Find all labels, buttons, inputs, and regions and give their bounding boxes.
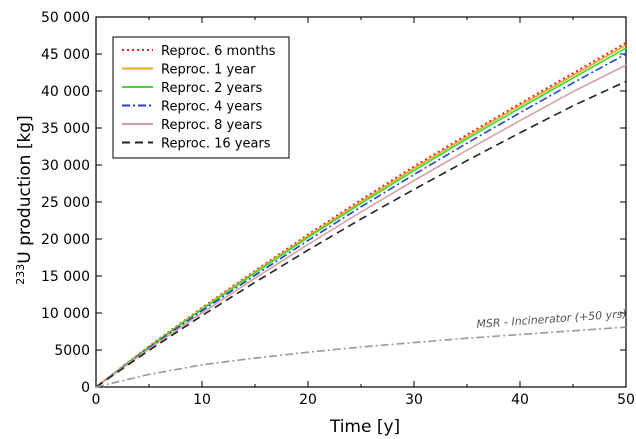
- x-tick-label: 40: [511, 392, 529, 408]
- legend-label: Reproc. 8 years: [161, 118, 263, 133]
- axes: 0 10 20 30 40 50 0 5000 10 000 15 000 20 000 25 000…: [41, 10, 635, 408]
- legend-label: Reproc. 6 months: [161, 44, 276, 59]
- series-line-4: [95, 64, 627, 388]
- y-tick-label: 45 000: [41, 47, 90, 63]
- legend-label: Reproc. 4 years: [161, 100, 263, 115]
- y-tick-label: 20 000: [41, 232, 90, 248]
- series-line-2: [95, 47, 627, 388]
- legend-label: Reproc. 16 years: [161, 137, 271, 152]
- annotation-label: MSR - Incinerator (+50 yrs): [476, 307, 627, 330]
- y-tick-label: 5000: [54, 343, 90, 359]
- y-tick-label: 0: [81, 380, 90, 396]
- series-line-6: [95, 326, 627, 388]
- y-tick-label: 30 000: [41, 158, 90, 174]
- x-tick-label: 30: [405, 392, 423, 408]
- y-axis-title-superscript: 233: [14, 264, 27, 285]
- annotations: MSR - Incinerator (+50 yrs): [476, 307, 627, 330]
- y-tick-label: 15 000: [41, 269, 90, 285]
- y-axis-title-main: U production [kg]: [15, 115, 35, 263]
- x-tick-label: 20: [299, 392, 317, 408]
- x-tick-label: 50: [617, 392, 635, 408]
- x-tick-label: 10: [193, 392, 211, 408]
- y-tick-label: 10 000: [41, 306, 90, 322]
- y-axis-title: 233U production [kg]: [14, 115, 35, 284]
- x-tick-label: 0: [92, 392, 101, 408]
- y-tick-label: 35 000: [41, 121, 90, 137]
- y-tick-label: 40 000: [41, 84, 90, 100]
- series-lines: [95, 42, 627, 388]
- y-tick-label: 50 000: [41, 10, 90, 26]
- legend-label: Reproc. 1 year: [161, 63, 256, 78]
- series-line-3: [95, 53, 627, 388]
- legend: Reproc. 6 months Reproc. 1 year Reproc. 2 …: [112, 36, 290, 159]
- series-line-5: [95, 80, 627, 388]
- y-tick-label: 25 000: [41, 195, 90, 211]
- x-axis-title: Time [y]: [329, 417, 400, 437]
- legend-label: Reproc. 2 years: [161, 81, 263, 96]
- legend-box: [112, 36, 290, 159]
